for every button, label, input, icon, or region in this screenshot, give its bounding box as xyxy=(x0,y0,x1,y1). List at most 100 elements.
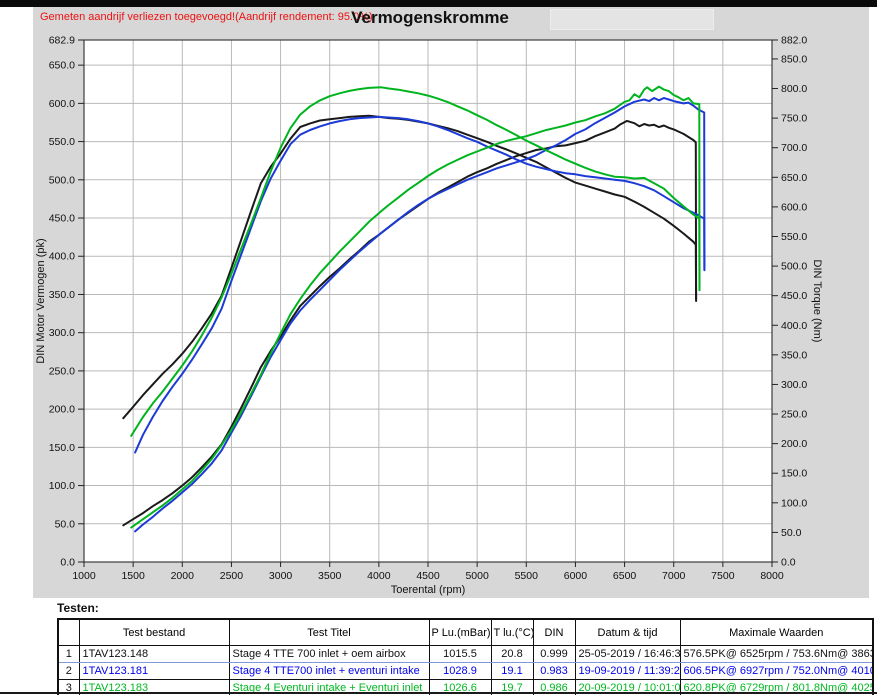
test-cell[interactable]: 606.5PK@ 6927rpm / 752.0Nm@ 4010rpm xyxy=(679,662,874,680)
test-cell[interactable]: 20-09-2019 / 10:01:08 xyxy=(574,679,681,695)
test-cell[interactable]: 1 xyxy=(57,645,80,663)
left-tick-label: 450.0 xyxy=(49,213,75,225)
y-left-axis-title: DIN Motor Vermogen (pk) xyxy=(35,238,47,363)
right-tick-label: 750.0 xyxy=(781,113,807,125)
right-tick-label: 150.0 xyxy=(781,468,807,480)
tests-table-header-cell: DIN xyxy=(532,618,576,646)
x-tick-label: 8000 xyxy=(760,570,784,582)
x-tick-label: 6000 xyxy=(564,570,588,582)
x-tick-label: 5000 xyxy=(465,570,489,582)
tests-section-label: Testen: xyxy=(57,601,99,615)
test-cell[interactable]: Stage 4 TTE700 inlet + eventuri intake xyxy=(228,662,430,680)
window-bottom-edge xyxy=(0,692,877,694)
x-tick-label: 3000 xyxy=(269,570,293,582)
left-tick-label: 682.9 xyxy=(49,35,75,47)
tests-table-header-cell: P Lu.(mBar) xyxy=(428,618,492,646)
test-cell[interactable]: 0.999 xyxy=(532,645,576,663)
test-cell[interactable]: 1TAV123.183 xyxy=(78,679,230,695)
right-tick-label: 650.0 xyxy=(781,172,807,184)
left-tick-label: 100.0 xyxy=(49,480,75,492)
right-tick-label: 200.0 xyxy=(781,438,807,450)
test-cell[interactable]: 19.1 xyxy=(490,662,534,680)
x-tick-label: 7500 xyxy=(711,570,735,582)
right-tick-label: 700.0 xyxy=(781,142,807,154)
test-row[interactable]: 1 1TAV123.148 Stage 4 TTE 700 inlet + oem … xyxy=(57,645,874,663)
x-tick-label: 7000 xyxy=(662,570,686,582)
right-tick-label: 550.0 xyxy=(781,231,807,243)
test-cell[interactable]: 0.983 xyxy=(532,662,576,680)
right-tick-label: 50.0 xyxy=(781,527,802,539)
y-right-axis-title: DIN Torque (Nm) xyxy=(811,260,823,343)
test-cell[interactable]: Stage 4 Eventuri intake + Eventuri inlet xyxy=(228,679,430,695)
right-tick-label: 882.0 xyxy=(781,35,807,47)
test-cell[interactable]: 1028.9 xyxy=(428,662,492,680)
page-title: Vermogenskromme xyxy=(351,8,509,27)
dyno-curve xyxy=(130,85,701,529)
left-tick-label: 350.0 xyxy=(49,289,75,301)
right-tick-label: 450.0 xyxy=(781,290,807,302)
left-tick-label: 0.0 xyxy=(60,557,75,569)
x-axis-title: Toerental (rpm) xyxy=(391,584,466,596)
test-cell[interactable]: 19.7 xyxy=(490,679,534,695)
test-cell[interactable]: 1TAV123.148 xyxy=(78,645,230,663)
x-tick-label: 3500 xyxy=(318,570,342,582)
right-tick-label: 600.0 xyxy=(781,201,807,213)
left-tick-label: 50.0 xyxy=(55,518,76,530)
x-tick-label: 4000 xyxy=(367,570,391,582)
left-tick-label: 250.0 xyxy=(49,365,75,377)
dyno-curve xyxy=(134,97,706,533)
right-tick-label: 100.0 xyxy=(781,497,807,509)
tests-table-header-row: Test bestand Test Titel P Lu.(mBar) T lu.(°… xyxy=(57,618,874,646)
left-tick-label: 200.0 xyxy=(49,404,75,416)
left-tick-label: 550.0 xyxy=(49,136,75,148)
right-tick-label: 250.0 xyxy=(781,409,807,421)
left-tick-label: 600.0 xyxy=(49,98,75,110)
tests-table-header-cell: Test Titel xyxy=(228,618,430,646)
right-tick-label: 300.0 xyxy=(781,379,807,391)
title-side-box xyxy=(550,9,714,30)
right-tick-label: 500.0 xyxy=(781,261,807,273)
test-cell[interactable]: 2 xyxy=(57,662,80,680)
test-cell[interactable]: 25-05-2019 / 16:46:36 xyxy=(574,645,681,663)
test-row[interactable]: 3 1TAV123.183 Stage 4 Eventuri intake + Ev… xyxy=(57,679,874,695)
test-cell[interactable]: 576.5PK@ 6525rpm / 753.6Nm@ 3863rpm xyxy=(679,645,874,663)
tests-table-body: 1 1TAV123.148 Stage 4 TTE 700 inlet + oem … xyxy=(57,645,874,695)
x-tick-label: 5500 xyxy=(515,570,539,582)
dyno-curve xyxy=(130,86,701,437)
test-cell[interactable]: 20.8 xyxy=(490,645,534,663)
test-cell[interactable]: 620.8PK@ 6729rpm / 801.8Nm@ 4025rpm xyxy=(679,679,874,695)
x-tick-label: 1000 xyxy=(72,570,96,582)
x-tick-label: 2500 xyxy=(220,570,244,582)
test-cell[interactable]: 19-09-2019 / 11:39:20 xyxy=(574,662,681,680)
dyno-curve xyxy=(122,119,698,527)
right-tick-label: 400.0 xyxy=(781,320,807,332)
test-cell[interactable]: Stage 4 TTE 700 inlet + oem airbox xyxy=(228,645,430,663)
tests-table-header-cell: Maximale Waarden xyxy=(679,618,874,646)
tests-table: Test bestand Test Titel P Lu.(mBar) T lu.(°… xyxy=(57,618,874,695)
test-row[interactable]: 2 1TAV123.181 Stage 4 TTE700 inlet + event… xyxy=(57,662,874,680)
window-top-edge xyxy=(0,0,877,7)
left-tick-label: 650.0 xyxy=(49,60,75,72)
right-tick-label: 850.0 xyxy=(781,53,807,65)
tests-table-header-cell: Test bestand xyxy=(78,618,230,646)
x-tick-label: 4500 xyxy=(416,570,440,582)
right-tick-label: 350.0 xyxy=(781,349,807,361)
left-tick-label: 400.0 xyxy=(49,251,75,263)
tests-table-header-cell xyxy=(57,618,80,646)
left-tick-label: 500.0 xyxy=(49,174,75,186)
test-cell[interactable]: 1015.5 xyxy=(428,645,492,663)
right-tick-label: 800.0 xyxy=(781,83,807,95)
tests-table-header-cell: Datum & tijd xyxy=(574,618,681,646)
left-tick-label: 150.0 xyxy=(49,442,75,454)
drivetrain-loss-warning: Gemeten aandrijf verliezen toegevoegd!(A… xyxy=(40,11,373,23)
left-tick-label: 300.0 xyxy=(49,327,75,339)
test-cell[interactable]: 1026.6 xyxy=(428,679,492,695)
x-tick-label: 6500 xyxy=(613,570,637,582)
right-tick-label: 0.0 xyxy=(781,557,796,569)
x-tick-label: 1500 xyxy=(121,570,145,582)
test-cell[interactable]: 1TAV123.181 xyxy=(78,662,230,680)
dyno-curve xyxy=(134,115,706,454)
x-tick-label: 2000 xyxy=(171,570,195,582)
